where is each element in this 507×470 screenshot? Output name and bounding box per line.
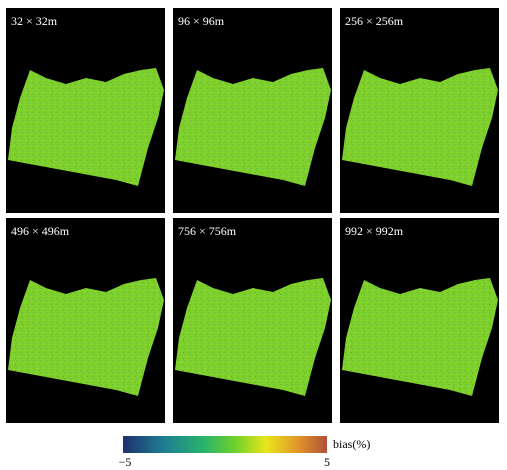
colorbar	[123, 436, 327, 453]
panel-label: 32 × 32m	[11, 14, 58, 28]
map-area	[175, 68, 331, 186]
panel-label: 756 × 756m	[178, 224, 237, 238]
map-area	[8, 278, 164, 396]
panel-label: 992 × 992m	[345, 224, 404, 238]
map-area	[175, 278, 331, 396]
panel-label: 256 × 256m	[345, 14, 404, 28]
colorbar-min: −5	[119, 455, 132, 469]
panel-label: 496 × 496m	[11, 224, 70, 238]
map-area	[8, 68, 164, 186]
colorbar-max: 5	[324, 455, 330, 469]
panel-label: 96 × 96m	[178, 14, 225, 28]
colorbar-title: bias(%)	[333, 437, 370, 451]
map-area	[342, 278, 498, 396]
map-area	[342, 68, 498, 186]
